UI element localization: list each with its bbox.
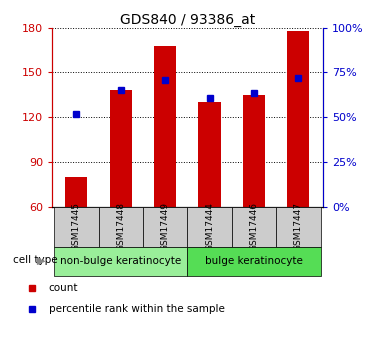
- Bar: [143, 207, 187, 247]
- Bar: [187, 247, 321, 276]
- Text: GSM17447: GSM17447: [294, 202, 303, 252]
- Bar: [54, 207, 99, 247]
- Text: count: count: [49, 283, 78, 293]
- Text: GSM17444: GSM17444: [205, 203, 214, 251]
- Text: bulge keratinocyte: bulge keratinocyte: [205, 256, 303, 266]
- Bar: [65, 177, 88, 207]
- Text: cell type: cell type: [13, 255, 58, 265]
- Bar: [276, 207, 321, 247]
- Bar: [243, 95, 265, 207]
- Bar: [198, 102, 221, 207]
- Title: GDS840 / 93386_at: GDS840 / 93386_at: [120, 12, 255, 27]
- Bar: [54, 247, 187, 276]
- Bar: [187, 207, 232, 247]
- Bar: [287, 31, 309, 207]
- Bar: [154, 46, 176, 207]
- Text: percentile rank within the sample: percentile rank within the sample: [49, 304, 224, 314]
- Bar: [232, 207, 276, 247]
- Text: GSM17448: GSM17448: [116, 202, 125, 252]
- Text: GSM17449: GSM17449: [161, 202, 170, 252]
- Text: GSM17445: GSM17445: [72, 202, 81, 252]
- Bar: [99, 207, 143, 247]
- Text: GSM17446: GSM17446: [249, 202, 259, 252]
- Text: non-bulge keratinocyte: non-bulge keratinocyte: [60, 256, 181, 266]
- Bar: [110, 90, 132, 207]
